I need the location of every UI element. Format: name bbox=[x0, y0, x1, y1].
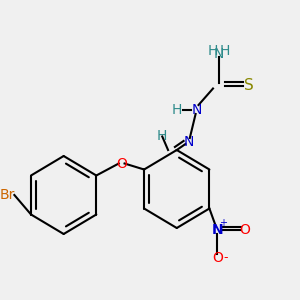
Text: N: N bbox=[183, 136, 194, 149]
Text: N: N bbox=[192, 103, 202, 116]
Text: H: H bbox=[157, 130, 167, 143]
Text: O: O bbox=[239, 223, 250, 236]
Text: Br: Br bbox=[0, 188, 15, 202]
Text: H: H bbox=[219, 44, 230, 58]
Text: -: - bbox=[224, 251, 228, 265]
Text: H: H bbox=[172, 103, 182, 116]
Text: N: N bbox=[214, 47, 224, 61]
Text: H: H bbox=[208, 44, 218, 58]
Text: O: O bbox=[212, 251, 223, 265]
Text: N: N bbox=[212, 223, 223, 236]
Text: O: O bbox=[116, 157, 127, 170]
Text: S: S bbox=[244, 78, 254, 93]
Text: +: + bbox=[219, 218, 227, 229]
